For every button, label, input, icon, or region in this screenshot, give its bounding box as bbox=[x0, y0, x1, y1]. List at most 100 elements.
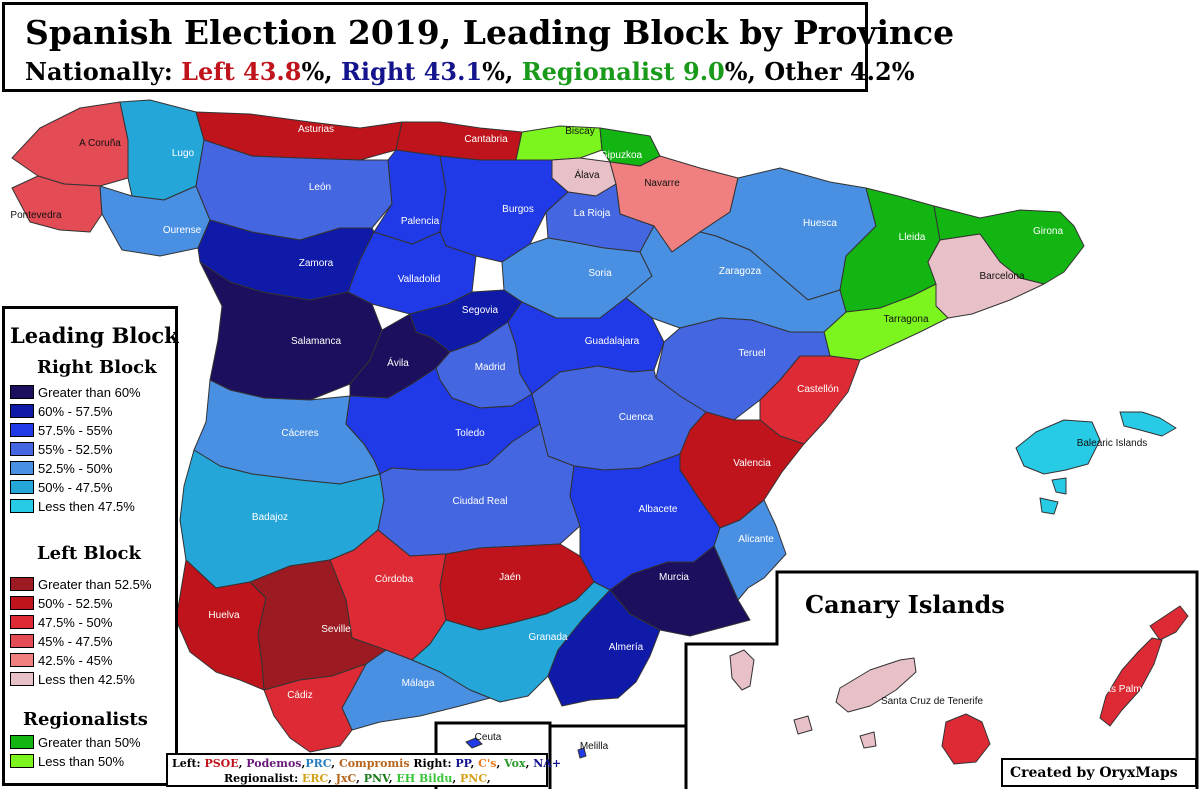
party-key-segment: Vox bbox=[504, 757, 526, 770]
party-key-segment: NA+ bbox=[533, 757, 562, 770]
province-label-cuenca: Cuenca bbox=[619, 412, 654, 423]
legend-left-swatch bbox=[10, 634, 34, 648]
legend-right-swatch bbox=[10, 461, 34, 475]
province-label-palencia: Palencia bbox=[401, 216, 440, 227]
province-label-segovia: Segovia bbox=[462, 305, 499, 316]
legend-left-row: 42.5% - 45% bbox=[10, 651, 112, 669]
province-label-jaen: Jaén bbox=[499, 572, 521, 583]
province-label-ourense: Ourense bbox=[163, 225, 202, 236]
legend-left-swatch bbox=[10, 615, 34, 629]
province-label-cordoba: Córdoba bbox=[375, 574, 414, 585]
party-key-segment: , bbox=[388, 772, 397, 785]
parties-line-1: Left: PSOE, Podemos,PRC, Compromis Right… bbox=[172, 757, 561, 770]
party-key-segment: Left: bbox=[172, 757, 205, 770]
province-label-lleida: Lleida bbox=[899, 232, 926, 243]
legend: Leading Block Right Block Greater than 6… bbox=[2, 306, 179, 786]
province-label-la-rioja: La Rioja bbox=[574, 208, 611, 219]
canary-islands-title: Canary Islands bbox=[805, 590, 1005, 619]
province-label-cadiz: Cádiz bbox=[287, 690, 313, 701]
legend-left-row: Greater than 52.5% bbox=[10, 575, 151, 593]
party-key-segment: , bbox=[238, 757, 247, 770]
legend-left-row: 50% - 52.5% bbox=[10, 594, 112, 612]
legend-regional-swatch bbox=[10, 754, 34, 768]
canary-inset-border bbox=[684, 570, 1199, 789]
legend-right-label: Greater than 60% bbox=[38, 384, 141, 400]
melilla-inset-border bbox=[548, 724, 688, 789]
legend-right-swatch bbox=[10, 404, 34, 418]
province-label-gipuzkoa: Gipuzkoa bbox=[600, 150, 643, 161]
party-key-segment: Regionalist: bbox=[224, 772, 302, 785]
province-label-ceuta: Ceuta bbox=[475, 732, 502, 743]
party-key-segment: PSOE bbox=[204, 757, 239, 770]
province-label-teruel: Teruel bbox=[738, 348, 765, 359]
party-key-segment: Compromis bbox=[338, 757, 410, 770]
subtitle-right: Right 43.1 bbox=[340, 57, 483, 86]
province-label-leon: León bbox=[309, 182, 331, 193]
province-label-valladolid: Valladolid bbox=[398, 274, 441, 285]
party-key-segment: Podemos bbox=[246, 757, 302, 770]
province-label-valencia: Valencia bbox=[733, 458, 771, 469]
province-las-palmas bbox=[941, 605, 1189, 765]
province-label-burgos: Burgos bbox=[502, 204, 534, 215]
party-key-segment: , bbox=[525, 757, 534, 770]
legend-left-swatch bbox=[10, 653, 34, 667]
subtitle-prefix: Nationally: bbox=[25, 57, 182, 86]
legend-right-label: 60% - 57.5% bbox=[38, 403, 113, 419]
legend-right-label: 52.5% - 50% bbox=[38, 460, 113, 476]
legend-right-row: 60% - 57.5% bbox=[10, 402, 112, 420]
party-key-segment: PNV bbox=[363, 772, 389, 785]
legend-right-row: 55% - 52.5% bbox=[10, 440, 112, 458]
legend-left-label: 47.5% - 50% bbox=[38, 614, 113, 630]
party-key-segment: Right: bbox=[409, 757, 456, 770]
legend-right-swatch bbox=[10, 480, 34, 494]
province-label-toledo: Toledo bbox=[455, 428, 485, 439]
subtitle-sep1: %, bbox=[301, 57, 341, 86]
map-subtitle: Nationally: Left 43.8%, Right 43.1%, Reg… bbox=[25, 57, 915, 86]
legend-right-row: Greater than 60% bbox=[10, 383, 141, 401]
province-label-guadalajara: Guadalajara bbox=[585, 336, 640, 347]
province-label-zaragoza: Zaragoza bbox=[719, 266, 762, 277]
province-label-asturias: Asturias bbox=[298, 124, 334, 135]
legend-right-row: 57.5% - 55% bbox=[10, 421, 112, 439]
legend-left-label: 45% - 47.5% bbox=[38, 633, 113, 649]
province-label-melilla: Melilla bbox=[580, 741, 609, 752]
legend-right-label: 55% - 52.5% bbox=[38, 441, 113, 457]
legend-right-heading: Right Block bbox=[37, 357, 157, 378]
province-ceuta bbox=[465, 737, 483, 749]
subtitle-left: Left 43.8 bbox=[181, 57, 302, 86]
party-key-segment: EH Bildu bbox=[396, 772, 453, 785]
province-label-caceres: Cáceres bbox=[281, 428, 318, 439]
province-label-malaga: Málaga bbox=[402, 678, 435, 689]
party-key-segment: PP bbox=[455, 757, 471, 770]
province-label-tarragona: Tarragona bbox=[883, 314, 928, 325]
legend-right-swatch bbox=[10, 442, 34, 456]
province-label-soria: Soria bbox=[588, 268, 612, 279]
province-melilla bbox=[577, 747, 587, 759]
legend-left-swatch bbox=[10, 672, 34, 686]
province-label-murcia: Murcia bbox=[659, 572, 689, 583]
legend-right-row: 50% - 47.5% bbox=[10, 478, 112, 496]
credit-box: Created by OryxMaps bbox=[1001, 758, 1197, 787]
legend-regional-row: Greater than 50% bbox=[10, 733, 141, 751]
province-label-zamora: Zamora bbox=[299, 258, 334, 269]
legend-left-heading: Left Block bbox=[37, 543, 141, 564]
party-key-segment: , bbox=[356, 772, 364, 785]
province-label-salamanca: Salamanca bbox=[291, 336, 341, 347]
legend-right-label: 57.5% - 55% bbox=[38, 422, 113, 438]
subtitle-regional: Regionalist 9.0 bbox=[521, 57, 725, 86]
province-label-las-palmas: Las Palmas bbox=[1100, 684, 1152, 695]
subtitle-sep2: %, bbox=[482, 57, 522, 86]
legend-right-row: Less then 47.5% bbox=[10, 497, 135, 515]
province-label-biscay: Biscay bbox=[565, 126, 594, 137]
legend-right-row: 52.5% - 50% bbox=[10, 459, 112, 477]
legend-left-label: Less then 42.5% bbox=[38, 671, 135, 687]
province-label-barcelona: Barcelona bbox=[979, 271, 1024, 282]
province-label-alava: Álava bbox=[574, 168, 599, 181]
legend-right-swatch bbox=[10, 423, 34, 437]
map-title: Spanish Election 2019, Leading Block by … bbox=[25, 13, 955, 52]
party-key-segment: , bbox=[301, 757, 306, 770]
legend-left-row: 47.5% - 50% bbox=[10, 613, 112, 631]
province-label-alicante: Alicante bbox=[738, 534, 774, 545]
legend-title: Leading Block bbox=[10, 323, 179, 348]
